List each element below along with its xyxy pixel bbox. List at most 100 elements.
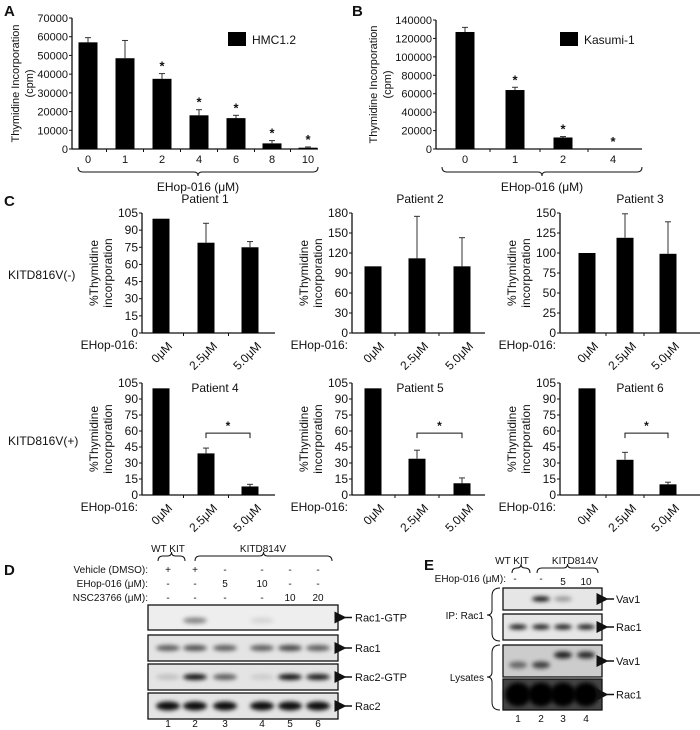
y-axis-label-line: (cpm) — [24, 69, 36, 97]
bar — [241, 247, 259, 333]
x-prefix-label: EHop-016: — [499, 500, 556, 514]
treatment-value: - — [288, 565, 291, 576]
treatment-value: - — [193, 593, 196, 604]
group-brace — [157, 551, 186, 562]
band — [505, 682, 531, 707]
y-tick-label: 120000 — [395, 33, 432, 45]
y-axis-label: %Thymidine incorporation — [87, 404, 115, 473]
y-tick-label: 60 — [125, 257, 139, 271]
band — [183, 645, 207, 651]
band — [532, 624, 550, 630]
lane-number: 3 — [560, 714, 566, 725]
x-tick-label: 2.5μM — [186, 339, 220, 373]
y-tick-label: 30 — [543, 456, 557, 470]
y-tick-label: 10000 — [37, 125, 68, 137]
group-label: KITD814V — [552, 556, 598, 567]
lane-number: 6 — [315, 719, 321, 730]
y-tick-label: 30 — [125, 456, 139, 470]
significance-star: * — [560, 122, 566, 137]
band-label: Rac1 — [616, 690, 642, 702]
significance-bracket — [205, 432, 251, 439]
y-tick-label: 90 — [335, 392, 349, 406]
band — [532, 596, 550, 602]
significance-star: * — [269, 126, 275, 141]
row-label-kit-negative: KITD816V(-) — [8, 268, 75, 282]
bar — [408, 258, 426, 333]
y-tick-label: 0 — [62, 144, 68, 156]
band — [509, 624, 527, 630]
section-brace — [486, 644, 501, 711]
treatment-label: EHop-016 (μM): — [435, 574, 506, 585]
x-tick-label: 2 — [159, 154, 165, 166]
bar — [152, 218, 170, 333]
section-label: IP: Rac1 — [446, 611, 485, 622]
bar — [578, 253, 596, 333]
x-prefix-label: EHop-016: — [81, 338, 138, 352]
y-tick-label: 75 — [543, 266, 557, 280]
group-brace — [194, 551, 333, 562]
x-tick-label: 5.0μM — [442, 501, 476, 535]
y-axis-label-line: %Thymidine — [87, 406, 101, 472]
y-tick-label: 140000 — [395, 15, 432, 27]
bar — [616, 459, 634, 495]
y-tick-label: 30 — [335, 306, 349, 320]
y-axis-label: Thymidine Incorporation (cpm) — [10, 24, 36, 142]
x-axis-label: EHop-016 (μM) — [501, 180, 583, 194]
group-brace — [536, 563, 599, 574]
bar — [115, 58, 135, 149]
bar — [189, 115, 209, 149]
lane-number: 1 — [165, 719, 171, 730]
row-label-kit-positive: KITD816V(+) — [8, 434, 78, 448]
bar — [453, 483, 471, 495]
y-tick-label: 60 — [125, 424, 139, 438]
x-tick-label: 5.0μM — [230, 339, 264, 373]
band — [306, 645, 330, 651]
band-label: Rac1 — [616, 622, 642, 634]
y-tick-label: 75 — [335, 408, 349, 422]
x-tick-label: 6 — [233, 154, 239, 166]
band — [183, 617, 207, 624]
significance-star: * — [610, 134, 616, 149]
x-tick-label: 10 — [302, 154, 314, 166]
y-tick-label: 60000 — [401, 89, 432, 101]
bar — [455, 31, 475, 150]
y-tick-label: 45 — [543, 440, 557, 454]
x-brace — [77, 166, 319, 177]
y-tick-label: 20000 — [401, 126, 432, 138]
y-tick-label: 60 — [335, 424, 349, 438]
band — [306, 674, 330, 680]
band — [156, 674, 180, 680]
x-brace — [441, 166, 643, 177]
y-tick-label: 60 — [543, 424, 557, 438]
treatment-value: - — [316, 565, 319, 576]
y-axis-label-line: incorporation — [311, 404, 325, 473]
y-axis-label-line: Thymidine Incorporation — [10, 24, 22, 142]
bar — [364, 388, 382, 495]
treatment-value: - — [539, 574, 542, 585]
y-tick-label: 100 — [536, 246, 556, 260]
x-tick-label: 4 — [196, 154, 202, 166]
y-tick-label: 105 — [328, 376, 348, 390]
y-tick-label: 60 — [335, 286, 349, 300]
panel-label-c: C — [4, 193, 15, 210]
y-tick-label: 30000 — [37, 88, 68, 100]
x-tick-label: 0μM — [360, 339, 387, 366]
y-axis-label-line: %Thymidine — [505, 406, 519, 472]
y-tick-label: 45 — [125, 275, 139, 289]
treatment-value: + — [192, 565, 198, 576]
x-tick-label: 8 — [269, 154, 275, 166]
y-axis-label-line: Thymidine Incorporation — [368, 25, 380, 143]
treatment-label: EHop-016 (μM): — [77, 579, 148, 590]
blot-frame — [502, 644, 603, 678]
band — [306, 701, 330, 711]
treatment-value: 10 — [580, 577, 592, 588]
blot-row: Rac1 — [502, 613, 642, 641]
x-tick-label: 5.0μM — [648, 339, 682, 373]
y-tick-label: 20000 — [37, 107, 68, 119]
y-tick-label: 70000 — [37, 13, 68, 25]
y-tick-label: 15 — [543, 472, 557, 486]
treatment-value: 10 — [256, 579, 268, 590]
